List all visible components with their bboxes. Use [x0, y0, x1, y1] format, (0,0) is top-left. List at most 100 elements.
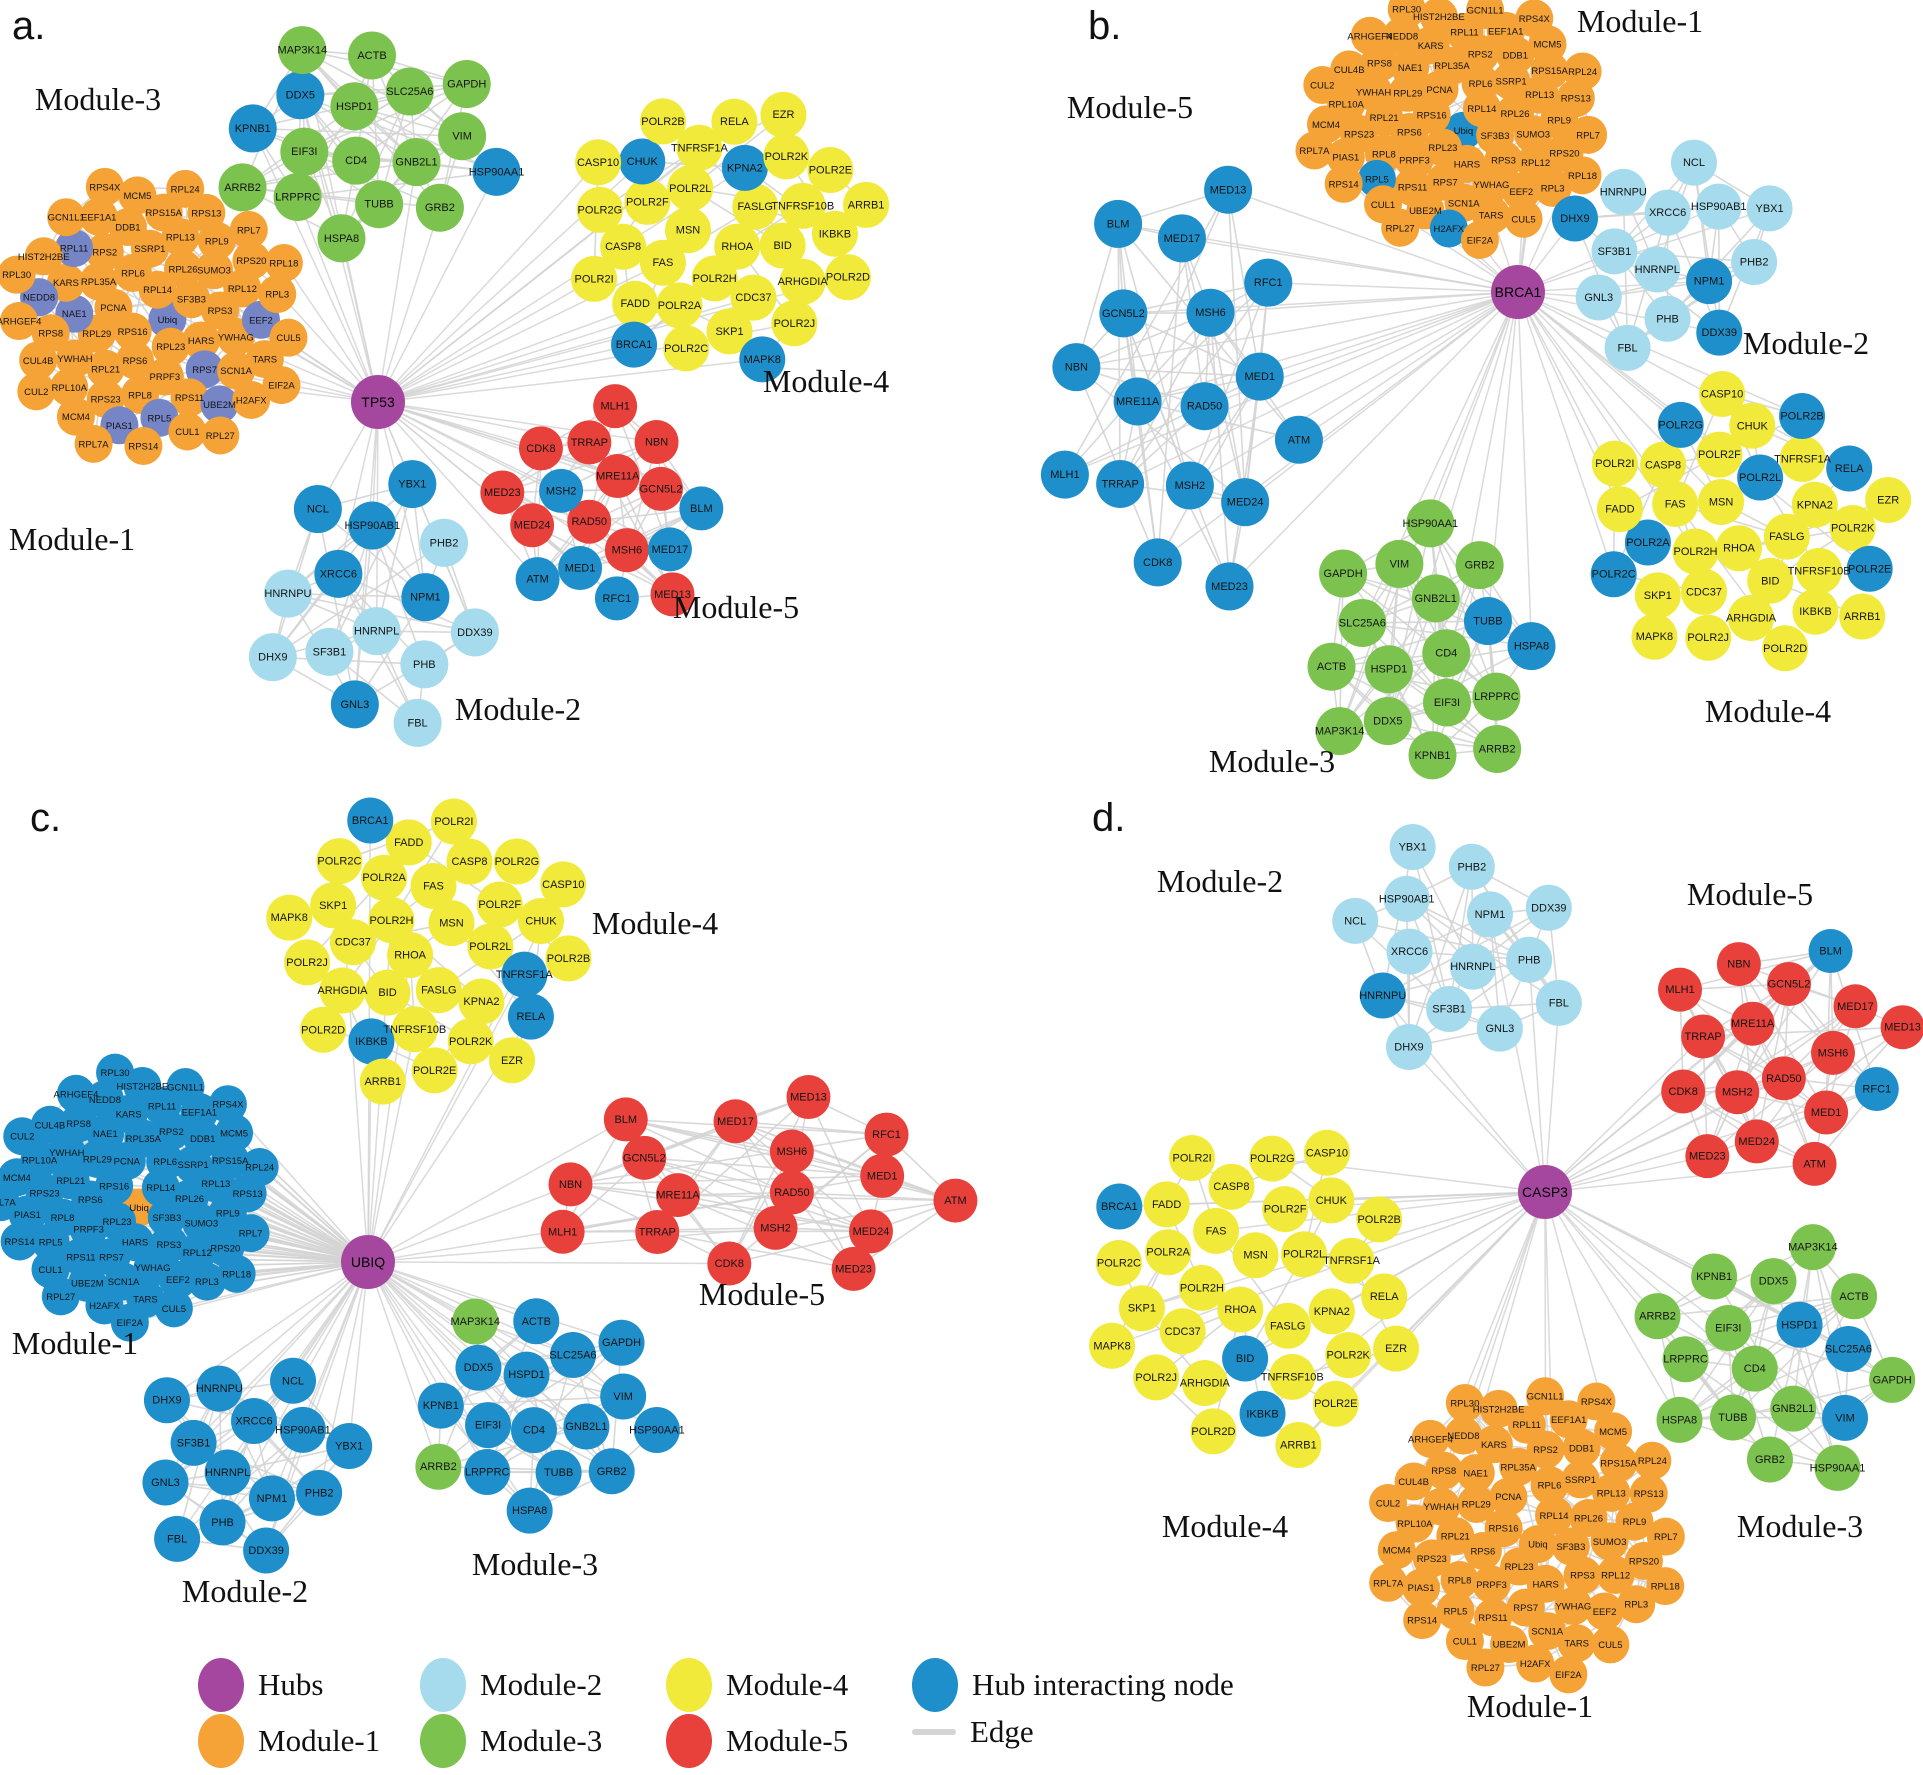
- node-SCN1A[interactable]: [1528, 1612, 1567, 1651]
- node-MSH6[interactable]: [1811, 1030, 1856, 1075]
- node-HSP90AA1[interactable]: [633, 1406, 680, 1453]
- node-ARRB2[interactable]: [415, 1443, 462, 1490]
- node-GCN1L1[interactable]: [1526, 1377, 1565, 1416]
- node-NPM1[interactable]: [248, 1475, 295, 1522]
- node-ACTB[interactable]: [1831, 1273, 1878, 1320]
- node-FADD[interactable]: [1143, 1181, 1190, 1228]
- node-MSH2[interactable]: [539, 468, 584, 513]
- node-HSP90AA1[interactable]: [1406, 499, 1455, 548]
- node-RPS20[interactable]: [1624, 1541, 1663, 1580]
- node-EZR[interactable]: [489, 1037, 536, 1084]
- node-CUL1[interactable]: [1445, 1621, 1484, 1660]
- node-POLR2L[interactable]: [467, 923, 514, 970]
- node-RPL24[interactable]: [1563, 52, 1602, 91]
- node-POLR2H[interactable]: [1672, 528, 1719, 575]
- node-RPL7A[interactable]: [74, 424, 113, 463]
- node-YWHAG[interactable]: [1554, 1587, 1593, 1626]
- node-RPL35A[interactable]: [1499, 1447, 1538, 1486]
- node-ARRB2[interactable]: [218, 163, 267, 212]
- node-HNRNPU[interactable]: [1359, 972, 1406, 1019]
- node-FAS[interactable]: [639, 239, 686, 286]
- node-ARRB1[interactable]: [1839, 593, 1886, 640]
- node-TNFRSF1A[interactable]: [1328, 1237, 1375, 1284]
- node-DDB1[interactable]: [108, 208, 147, 247]
- node-H2AFX[interactable]: [1516, 1644, 1555, 1683]
- node-RPS3[interactable]: [1563, 1556, 1602, 1595]
- node-DDX39[interactable]: [243, 1527, 290, 1574]
- node-MAPK8[interactable]: [1631, 613, 1678, 660]
- node-RPL24[interactable]: [166, 169, 205, 208]
- node-POLR2A[interactable]: [361, 854, 408, 901]
- node-GRB2[interactable]: [588, 1448, 635, 1495]
- node-MED13[interactable]: [650, 572, 695, 617]
- node-VIM[interactable]: [438, 112, 487, 161]
- node-POLR2L[interactable]: [1737, 454, 1784, 501]
- node-XRCC6[interactable]: [314, 549, 363, 598]
- node-IKBKB[interactable]: [811, 210, 858, 257]
- node-SSRP1[interactable]: [1561, 1460, 1600, 1499]
- node-TRRAP[interactable]: [1681, 1014, 1726, 1059]
- node-RPL18[interactable]: [217, 1254, 256, 1293]
- node-POLR2B[interactable]: [545, 935, 592, 982]
- node-XRCC6[interactable]: [231, 1398, 278, 1445]
- node-DDX39[interactable]: [450, 608, 499, 657]
- node-MED23[interactable]: [1205, 562, 1254, 611]
- node-POLR2H[interactable]: [1178, 1264, 1225, 1311]
- node-MSH2[interactable]: [753, 1205, 798, 1250]
- node-RPS4X[interactable]: [1577, 1382, 1616, 1421]
- node-POLR2B[interactable]: [639, 98, 686, 145]
- node-CDK8[interactable]: [1133, 538, 1182, 587]
- node-HNRNPL[interactable]: [352, 607, 401, 656]
- node-IKBKB[interactable]: [1239, 1390, 1286, 1437]
- node-NPM1[interactable]: [1466, 891, 1513, 938]
- node-EIF3I[interactable]: [1422, 678, 1471, 727]
- node-GNB2L1[interactable]: [392, 138, 441, 187]
- node-NBN[interactable]: [634, 420, 679, 465]
- node-POLR2D[interactable]: [300, 1006, 347, 1053]
- node-RPL26[interactable]: [163, 249, 202, 288]
- node-POLR2B[interactable]: [1779, 393, 1826, 440]
- node-YBX1[interactable]: [1746, 185, 1793, 232]
- node-POLR2G[interactable]: [576, 186, 623, 233]
- node-MLH1[interactable]: [540, 1209, 585, 1254]
- node-ARHGEF4[interactable]: [1350, 16, 1389, 55]
- node-POLR2J[interactable]: [771, 300, 818, 347]
- node-HNRNPU[interactable]: [196, 1365, 243, 1412]
- node-CD4[interactable]: [1422, 629, 1471, 678]
- node-SF3B1[interactable]: [170, 1419, 217, 1466]
- node-SF3B3[interactable]: [172, 280, 211, 319]
- node-HARS[interactable]: [182, 321, 221, 360]
- node-TRRAP[interactable]: [635, 1210, 680, 1255]
- node-RPL8[interactable]: [1440, 1561, 1479, 1600]
- node-RPL18[interactable]: [1563, 156, 1602, 195]
- node-PHB2[interactable]: [1731, 238, 1778, 285]
- node-RPL6[interactable]: [1461, 64, 1500, 103]
- node-BID[interactable]: [364, 969, 411, 1016]
- node-EEF1A1[interactable]: [79, 197, 118, 236]
- node-MCM4[interactable]: [1377, 1531, 1416, 1570]
- node-CDC37[interactable]: [1681, 568, 1728, 615]
- node-MSN[interactable]: [665, 207, 712, 254]
- node-CUL5[interactable]: [154, 1289, 193, 1328]
- node-MAPK8[interactable]: [739, 336, 786, 383]
- node-YBX1[interactable]: [388, 460, 437, 509]
- node-YBX1[interactable]: [326, 1423, 373, 1470]
- node-RELA[interactable]: [507, 993, 554, 1040]
- node-CASP10[interactable]: [540, 861, 587, 908]
- node-XRCC6[interactable]: [1644, 189, 1691, 236]
- node-CDC37[interactable]: [730, 274, 777, 321]
- node-POLR2B[interactable]: [1356, 1196, 1403, 1243]
- node-KPNA2[interactable]: [1308, 1288, 1355, 1335]
- node-H2AFX[interactable]: [1429, 209, 1468, 248]
- node-PHB[interactable]: [199, 1499, 246, 1546]
- node-RPL30[interactable]: [96, 1053, 135, 1092]
- node-MED1[interactable]: [558, 546, 603, 591]
- node-FASLG[interactable]: [732, 183, 779, 230]
- node-CUL4B[interactable]: [1394, 1462, 1433, 1501]
- node-NPM1[interactable]: [1686, 258, 1733, 305]
- node-TUBB[interactable]: [1709, 1394, 1756, 1441]
- node-RPL7A[interactable]: [1369, 1563, 1408, 1602]
- node-H2AFX[interactable]: [232, 380, 271, 419]
- node-LRPPRC[interactable]: [464, 1449, 511, 1496]
- node-POLR2G[interactable]: [493, 838, 540, 885]
